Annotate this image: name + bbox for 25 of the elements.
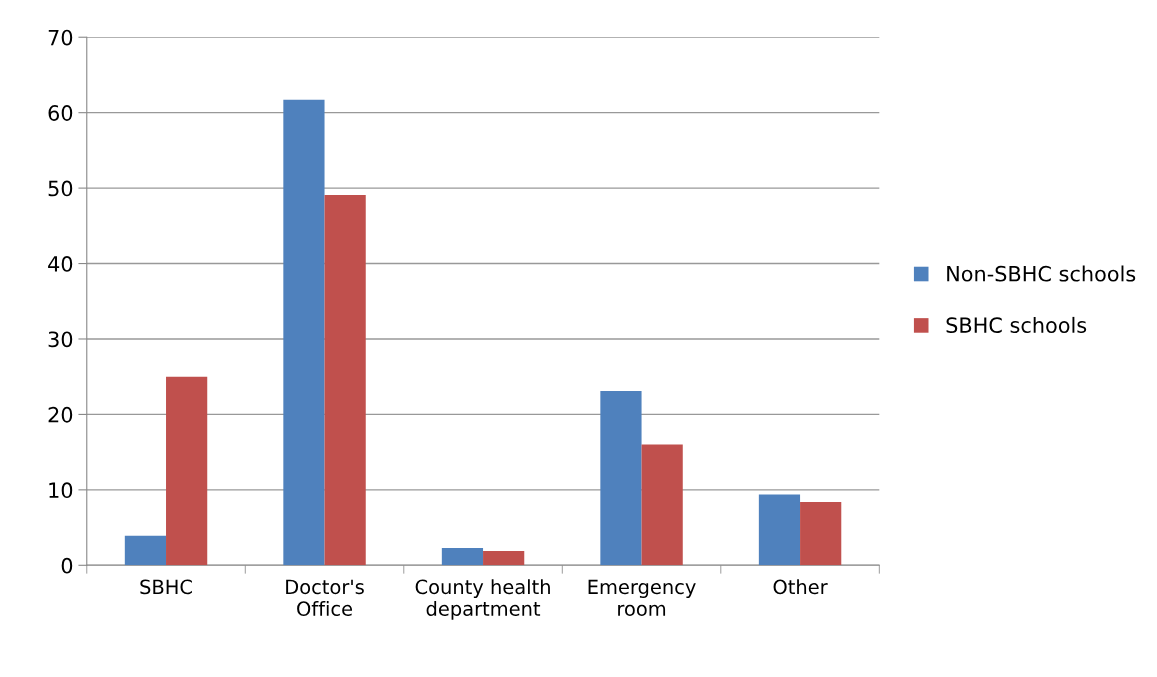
y-tick-label: 0 <box>61 557 73 574</box>
bar <box>441 547 484 566</box>
bar <box>758 494 801 566</box>
y-tick-label: 60 <box>48 105 73 121</box>
y-tick-label: 50 <box>48 180 73 197</box>
bar <box>483 550 525 566</box>
x-tick-label: SBHC <box>140 579 192 595</box>
x-tick-label: Other <box>773 579 828 595</box>
x-tick-label: Emergency room <box>588 579 696 617</box>
bar <box>324 194 366 566</box>
bar <box>124 535 167 566</box>
x-tick-label: County health department <box>415 579 550 620</box>
legend-label: SBHC schools <box>946 316 1087 334</box>
bar <box>800 501 842 566</box>
y-tick-label: 70 <box>48 29 73 46</box>
y-tick-label: 10 <box>49 482 73 499</box>
bar <box>166 376 208 566</box>
bar <box>641 444 683 566</box>
bar <box>283 99 325 566</box>
bar <box>600 391 642 566</box>
y-tick-label: 20 <box>48 406 73 423</box>
legend-label: Non-SBHC schools <box>947 265 1136 282</box>
y-tick-label: 30 <box>48 331 73 348</box>
x-tick-label: Doctor's Office <box>286 579 364 617</box>
y-tick-label: 40 <box>48 256 73 272</box>
